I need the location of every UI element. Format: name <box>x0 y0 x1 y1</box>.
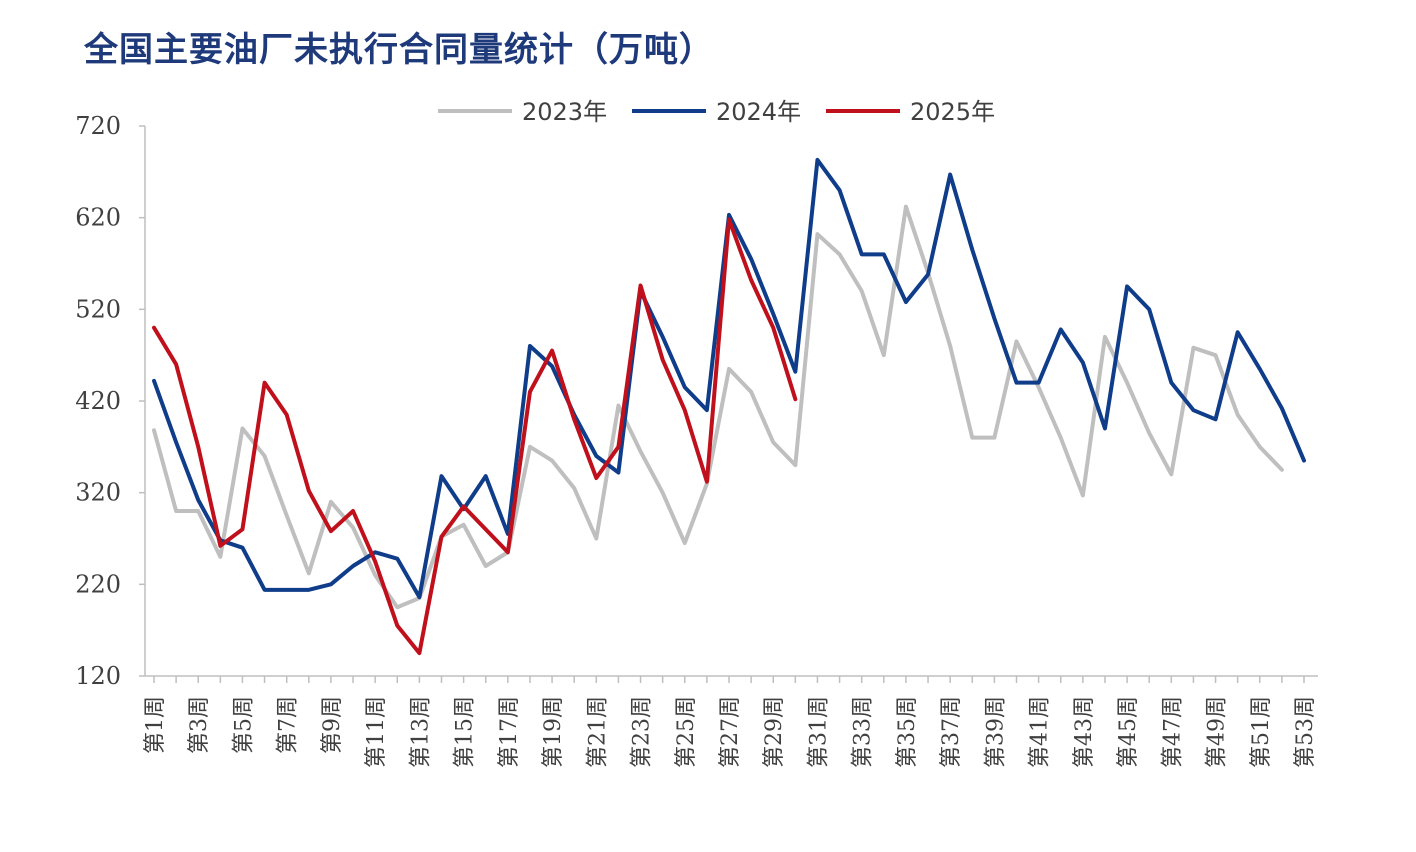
x-tick-label: 第15周 <box>453 696 478 768</box>
x-tick-label: 第51周 <box>1249 696 1274 768</box>
series-line-2 <box>152 157 1306 600</box>
x-tick-label: 第11周 <box>364 696 389 768</box>
legend-label: 2025年 <box>910 98 995 126</box>
x-tick-label: 第9周 <box>320 696 345 754</box>
legend-label: 2024年 <box>716 98 801 126</box>
y-tick-label: 620 <box>75 204 121 232</box>
x-tick-label: 第7周 <box>276 696 301 754</box>
x-tick-label: 第17周 <box>497 696 522 768</box>
y-tick-label: 120 <box>75 662 121 690</box>
x-tick-label: 第1周 <box>143 696 168 754</box>
x-tick-label: 第13周 <box>408 696 433 768</box>
y-axis: 120 220 320 420 520 620 720 <box>75 112 146 690</box>
y-tick-label: 220 <box>75 570 121 598</box>
y-tick-label: 720 <box>75 112 121 140</box>
x-tick-label: 第3周 <box>187 696 212 754</box>
y-tick-label: 320 <box>75 479 121 507</box>
y-tick-label: 420 <box>75 387 121 415</box>
series-lines <box>152 157 1306 656</box>
x-tick-label: 第41周 <box>1028 696 1053 768</box>
x-tick-label: 第53周 <box>1293 696 1318 768</box>
y-tick-label: 520 <box>75 295 121 323</box>
x-tick-label: 第5周 <box>231 696 256 754</box>
x-tick-label: 第27周 <box>718 696 743 768</box>
legend: 2023年 2024年 2025年 <box>438 98 995 126</box>
x-axis: 第1周 第3周 第5周 第7周 第9周 第11周 第13周 第15周 第17周 第19周 第21周第… <box>143 675 1318 768</box>
x-tick-label: 第23周 <box>630 696 655 768</box>
series-line-1 <box>152 204 1284 610</box>
x-tick-label: 第25周 <box>674 696 699 768</box>
x-tick-label: 第43周 <box>1072 696 1097 768</box>
x-tick-label: 第21周 <box>585 696 610 768</box>
series-line-3 <box>152 217 798 656</box>
x-tick-label: 第49周 <box>1205 696 1230 768</box>
x-tick-label: 第35周 <box>895 696 920 768</box>
chart-title: 全国主要油厂未执行合同量统计（万吨） <box>84 30 714 70</box>
x-tick-label: 第37周 <box>939 696 964 768</box>
x-tick-label: 第47周 <box>1160 696 1185 768</box>
x-tick-label: 第45周 <box>1116 696 1141 768</box>
x-tick-label: 第29周 <box>762 696 787 768</box>
x-tick-label: 第31周 <box>806 696 831 768</box>
x-tick-label: 第33周 <box>851 696 876 768</box>
legend-label: 2023年 <box>522 98 607 126</box>
x-tick-label: 第39周 <box>983 696 1008 768</box>
x-tick-label: 第19周 <box>541 696 566 768</box>
